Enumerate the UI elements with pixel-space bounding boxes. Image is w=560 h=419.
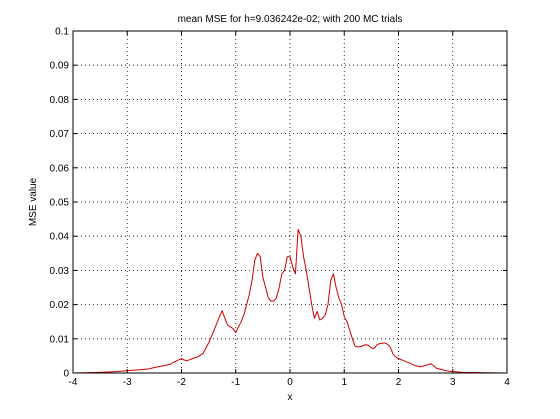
chart-title: mean MSE for h=9.036242e-02; with 200 MC… [178, 14, 403, 25]
x-tick-label: 2 [396, 377, 402, 388]
y-tick-label: 0.07 [50, 129, 70, 140]
y-tick-label: 0 [63, 369, 69, 380]
x-tick-label: -4 [69, 377, 78, 388]
y-tick-label: 0.01 [50, 334, 70, 345]
y-tick-label: 0.06 [50, 163, 70, 174]
series-layer [72, 228, 508, 374]
y-tick-label: 0.04 [50, 232, 70, 243]
ticks [72, 30, 508, 374]
y-tick-label: 0.09 [50, 61, 70, 72]
x-tick-label: -2 [177, 377, 186, 388]
y-tick-label: 0.02 [50, 300, 70, 311]
x-tick-labels: -4 -3 -2 -1 0 1 2 3 4 [69, 377, 511, 388]
mse-series-line [72, 228, 508, 374]
grid [73, 31, 507, 373]
x-axis-label: x [288, 392, 293, 403]
x-tick-label: 0 [287, 377, 293, 388]
y-tick-label: 0.03 [50, 266, 70, 277]
x-tick-label: 4 [504, 377, 510, 388]
y-axis-label: MSE value [28, 177, 39, 226]
y-tick-label: 0.1 [55, 27, 69, 38]
x-tick-label: 3 [450, 377, 456, 388]
y-tick-label: 0.08 [50, 95, 70, 106]
x-tick-label: -1 [231, 377, 240, 388]
x-tick-label: 1 [341, 377, 347, 388]
y-tick-labels: 0 0.01 0.02 0.03 0.04 0.05 0.06 0.07 0.08 0.09 0.1 [50, 27, 70, 380]
x-tick-label: -3 [123, 377, 132, 388]
y-tick-label: 0.05 [50, 198, 70, 209]
